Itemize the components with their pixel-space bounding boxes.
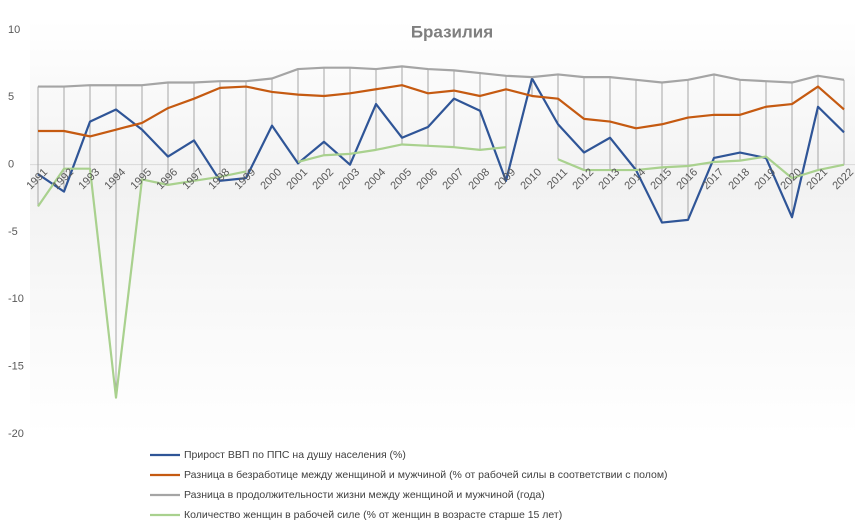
- series-line: [37, 77, 845, 224]
- series-line: [557, 155, 845, 180]
- series-line: [38, 65, 845, 88]
- series-line: [297, 143, 507, 164]
- series-line: [37, 167, 247, 399]
- legend-label: Количество женщин в рабочей силе (% от ж…: [184, 509, 562, 521]
- y-tick-label: 10: [8, 24, 20, 36]
- y-tick-label: 0: [8, 159, 14, 171]
- y-tick-label: 5: [8, 91, 14, 103]
- y-tick-label: -20: [8, 428, 24, 440]
- legend-label: Разница в продолжительности жизни между …: [184, 489, 545, 501]
- y-tick-label: -5: [8, 226, 18, 238]
- chart-title: Бразилия: [411, 22, 493, 41]
- series-line: [38, 84, 845, 138]
- legend-label: Прирост ВВП по ППС на душу населения (%): [184, 449, 406, 461]
- y-tick-label: -10: [8, 293, 24, 305]
- plot-area: [30, 20, 855, 435]
- y-tick-label: -15: [8, 361, 24, 373]
- legend-label: Разница в безработице между женщиной и м…: [184, 469, 668, 481]
